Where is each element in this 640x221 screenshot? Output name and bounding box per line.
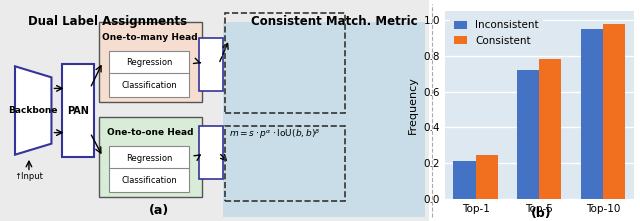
FancyBboxPatch shape (62, 64, 94, 157)
Bar (476, 155, 498, 199)
Bar (603, 25, 625, 199)
Text: One-to-one Head: One-to-one Head (107, 128, 193, 137)
Text: ↑Input: ↑Input (15, 172, 44, 181)
Bar (539, 59, 561, 199)
FancyBboxPatch shape (223, 22, 424, 217)
Text: Classification: Classification (121, 176, 177, 185)
Text: $m = s \cdot p^{\alpha} \cdot \mathrm{IoU}(\hat{b},b)^{\beta}$: $m = s \cdot p^{\alpha} \cdot \mathrm{Io… (229, 125, 321, 141)
Text: Regression: Regression (126, 154, 172, 162)
Bar (580, 29, 603, 199)
Text: (b): (b) (531, 207, 551, 220)
Legend: Inconsistent, Consistent: Inconsistent, Consistent (450, 16, 543, 50)
Text: Dual Label Assignments: Dual Label Assignments (28, 15, 187, 29)
Bar (453, 161, 476, 199)
FancyBboxPatch shape (99, 22, 202, 102)
Text: One-to-many Head: One-to-many Head (102, 33, 198, 42)
Text: Regression: Regression (126, 59, 172, 67)
Text: Consistent Match. Metric: Consistent Match. Metric (251, 15, 418, 29)
Text: Classification: Classification (121, 81, 177, 90)
Y-axis label: Frequency: Frequency (408, 76, 418, 134)
FancyBboxPatch shape (99, 117, 202, 197)
FancyBboxPatch shape (200, 38, 223, 91)
FancyBboxPatch shape (200, 126, 223, 179)
Text: Backbone: Backbone (8, 106, 58, 115)
Text: (a): (a) (148, 204, 169, 217)
Text: PAN: PAN (67, 105, 89, 116)
FancyBboxPatch shape (0, 0, 429, 221)
FancyBboxPatch shape (109, 168, 189, 192)
Polygon shape (15, 66, 51, 155)
FancyBboxPatch shape (109, 51, 189, 75)
FancyBboxPatch shape (109, 73, 189, 97)
FancyBboxPatch shape (109, 146, 189, 170)
Bar (517, 70, 540, 199)
